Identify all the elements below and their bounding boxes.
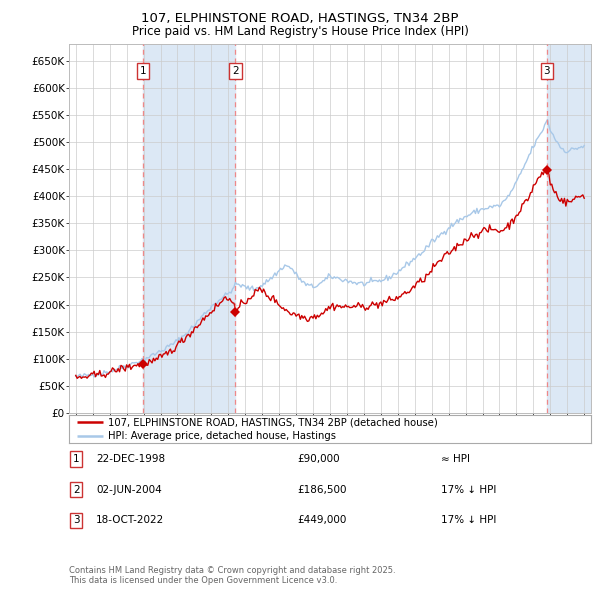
Text: 3: 3 <box>544 66 550 76</box>
Text: 1: 1 <box>73 454 80 464</box>
Text: HPI: Average price, detached house, Hastings: HPI: Average price, detached house, Hast… <box>108 431 336 441</box>
Bar <box>547 44 591 413</box>
Text: 107, ELPHINSTONE ROAD, HASTINGS, TN34 2BP: 107, ELPHINSTONE ROAD, HASTINGS, TN34 2B… <box>141 12 459 25</box>
Text: 107, ELPHINSTONE ROAD, HASTINGS, TN34 2BP (detached house): 107, ELPHINSTONE ROAD, HASTINGS, TN34 2B… <box>108 417 438 427</box>
Text: Price paid vs. HM Land Registry's House Price Index (HPI): Price paid vs. HM Land Registry's House … <box>131 25 469 38</box>
Text: 2: 2 <box>73 485 80 494</box>
Text: Contains HM Land Registry data © Crown copyright and database right 2025.
This d: Contains HM Land Registry data © Crown c… <box>69 566 395 585</box>
Text: 02-JUN-2004: 02-JUN-2004 <box>96 485 162 494</box>
Text: 17% ↓ HPI: 17% ↓ HPI <box>441 485 496 494</box>
Text: ≈ HPI: ≈ HPI <box>441 454 470 464</box>
Text: 17% ↓ HPI: 17% ↓ HPI <box>441 516 496 525</box>
Text: 1: 1 <box>140 66 146 76</box>
Text: £449,000: £449,000 <box>297 516 346 525</box>
Text: 3: 3 <box>73 516 80 525</box>
Bar <box>143 44 235 413</box>
Text: 2: 2 <box>232 66 239 76</box>
Text: 18-OCT-2022: 18-OCT-2022 <box>96 516 164 525</box>
Text: £90,000: £90,000 <box>297 454 340 464</box>
Text: £186,500: £186,500 <box>297 485 347 494</box>
Text: 22-DEC-1998: 22-DEC-1998 <box>96 454 165 464</box>
